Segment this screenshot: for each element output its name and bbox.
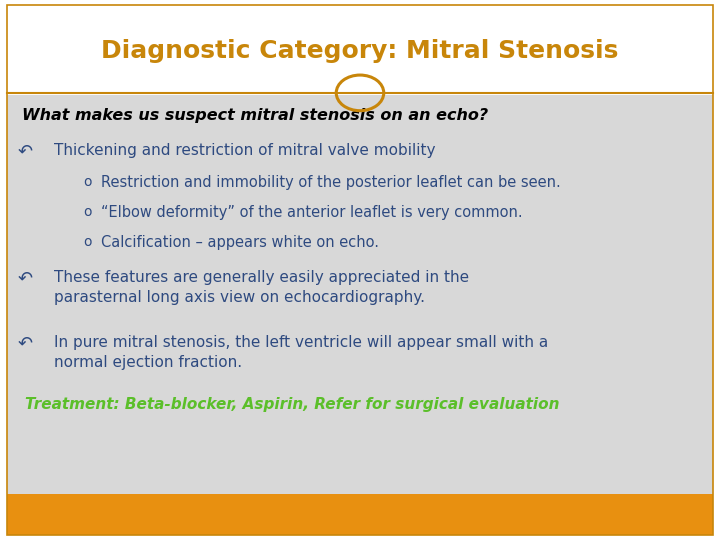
Text: Restriction and immobility of the posterior leaflet can be seen.: Restriction and immobility of the poster… [101, 176, 561, 191]
Text: ↶: ↶ [18, 335, 33, 353]
Text: o: o [83, 205, 91, 219]
Text: ↶: ↶ [18, 270, 33, 288]
Text: Diagnostic Category: Mitral Stenosis: Diagnostic Category: Mitral Stenosis [102, 39, 618, 63]
FancyBboxPatch shape [7, 94, 713, 494]
Text: Treatment: Beta-blocker, Aspirin, Refer for surgical evaluation: Treatment: Beta-blocker, Aspirin, Refer … [25, 397, 559, 412]
Text: o: o [83, 176, 91, 190]
Text: ↶: ↶ [18, 143, 33, 161]
Text: What makes us suspect mitral stenosis on an echo?: What makes us suspect mitral stenosis on… [22, 108, 487, 123]
Text: o: o [83, 235, 91, 249]
FancyBboxPatch shape [7, 494, 713, 535]
Text: These features are generally easily appreciated in the
parasternal long axis vie: These features are generally easily appr… [54, 270, 469, 306]
Text: “Elbow deformity” of the anterior leaflet is very common.: “Elbow deformity” of the anterior leafle… [101, 205, 523, 220]
Text: In pure mitral stenosis, the left ventricle will appear small with a
normal ejec: In pure mitral stenosis, the left ventri… [54, 335, 548, 370]
Text: Thickening and restriction of mitral valve mobility: Thickening and restriction of mitral val… [54, 143, 436, 158]
Text: Calcification – appears white on echo.: Calcification – appears white on echo. [101, 235, 379, 250]
FancyBboxPatch shape [7, 11, 713, 94]
